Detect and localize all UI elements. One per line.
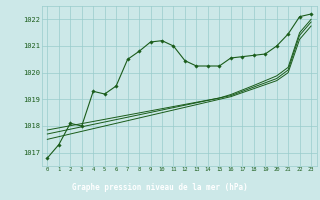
Text: Graphe pression niveau de la mer (hPa): Graphe pression niveau de la mer (hPa): [72, 183, 248, 192]
